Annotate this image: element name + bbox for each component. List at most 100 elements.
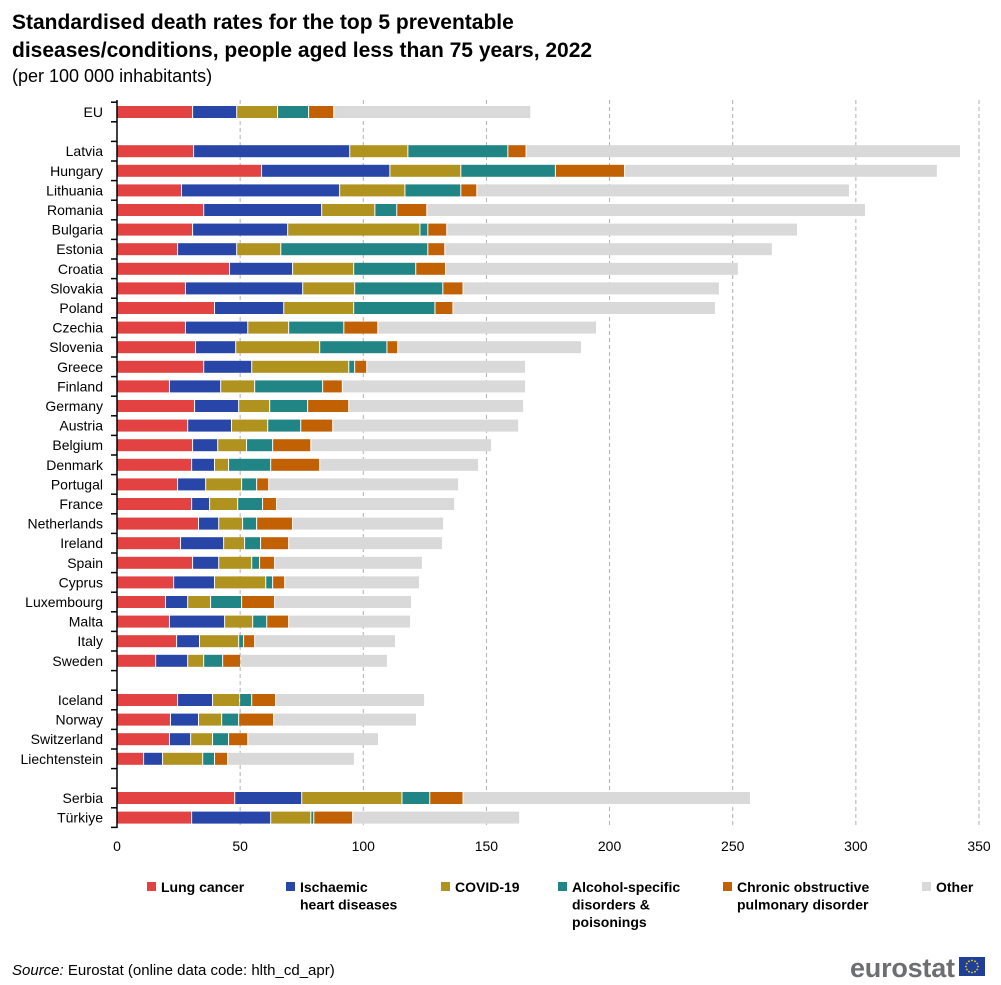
- bar-segment: [270, 400, 308, 412]
- bar-segment: [229, 458, 271, 471]
- category-label: Malta: [69, 614, 103, 630]
- bar-segment: [340, 184, 405, 197]
- bar-segment: [203, 752, 215, 765]
- category-label: Portugal: [51, 476, 103, 492]
- bar-segment: [342, 380, 526, 393]
- bar-segment: [309, 106, 334, 118]
- bar-segment: [281, 243, 428, 256]
- bar-segment: [237, 243, 281, 256]
- x-tick-label: 250: [721, 838, 745, 854]
- category-label: Hungary: [50, 163, 103, 179]
- bar-segment: [349, 400, 524, 412]
- bar-segment: [378, 321, 597, 334]
- bar-segment: [117, 282, 185, 295]
- bar-segment: [177, 635, 199, 648]
- category-label: EU: [84, 104, 103, 120]
- bar-segment: [117, 439, 193, 452]
- bar-segment: [210, 498, 238, 510]
- bar-segment: [117, 517, 199, 530]
- bar-segment: [322, 204, 375, 216]
- bar-segment: [199, 517, 219, 530]
- category-label: Bulgaria: [52, 222, 104, 238]
- chart-title-line2: diseases/conditions, people aged less th…: [12, 39, 592, 62]
- bar-segment: [156, 654, 188, 667]
- bar-segment: [463, 792, 750, 804]
- bar-segment: [308, 400, 349, 412]
- bar-segment: [185, 282, 303, 295]
- category-label: Netherlands: [28, 516, 104, 532]
- x-tick-label: 0: [113, 838, 121, 854]
- category-label: Switzerland: [31, 731, 103, 747]
- bar-segment: [188, 654, 204, 667]
- bar-segment: [215, 302, 284, 314]
- bar-segment: [320, 458, 479, 471]
- bar-segment: [289, 537, 443, 550]
- bar-segment: [293, 262, 354, 275]
- category-label: Greece: [57, 359, 103, 375]
- bar-segment: [204, 654, 223, 667]
- bar-segment: [269, 478, 459, 491]
- bar-segment: [219, 556, 252, 569]
- category-label: Italy: [77, 633, 103, 649]
- bar-segment: [117, 302, 215, 314]
- bar-segment: [117, 615, 169, 628]
- legend-swatch: [286, 882, 295, 891]
- category-label: Ireland: [60, 535, 103, 551]
- category-label: Lithuania: [46, 182, 103, 198]
- bar-segment: [117, 713, 170, 726]
- bar-segment: [252, 556, 260, 569]
- bar-segment: [416, 262, 446, 275]
- bar-segment: [266, 576, 273, 589]
- bar-segment: [334, 106, 531, 118]
- axes: 0 50 100 150 200 250 300 350 EU Latvia Hungary Lith…: [20, 100, 991, 854]
- bar-segment: [255, 380, 323, 393]
- category-label: Slovenia: [49, 339, 103, 355]
- bar-segment: [353, 811, 520, 824]
- bar-segment: [221, 380, 255, 393]
- legend-swatch: [558, 882, 567, 891]
- bar-segment: [199, 713, 222, 726]
- bar-segment: [508, 145, 526, 158]
- bar-segment: [199, 635, 239, 648]
- category-label: Latvia: [66, 143, 104, 159]
- x-tick-label: 100: [352, 838, 376, 854]
- bar-segment: [255, 635, 396, 648]
- bar-segment: [211, 596, 242, 608]
- category-label: Norway: [56, 712, 103, 728]
- bar-segment: [193, 106, 237, 118]
- bar-segment: [271, 811, 311, 824]
- bar-segment: [242, 478, 257, 491]
- bar-segment: [117, 537, 181, 550]
- bar-segment: [247, 439, 273, 452]
- category-label: Sweden: [52, 653, 103, 669]
- bar-segment: [271, 458, 320, 471]
- legend-swatch: [723, 882, 732, 891]
- bar-segment: [117, 596, 166, 608]
- bar-segment: [526, 145, 961, 158]
- category-label: Austria: [59, 418, 103, 434]
- bar-segment: [260, 556, 275, 569]
- bar-segment: [191, 733, 213, 746]
- bar-segment: [192, 811, 271, 824]
- category-label: Serbia: [63, 790, 104, 806]
- bar-segment: [232, 419, 268, 432]
- star: [968, 960, 970, 963]
- bar-segment: [453, 302, 715, 314]
- bar-segment: [443, 282, 463, 295]
- legend-label: Chronic obstructive pulmonary disorder: [737, 879, 869, 913]
- bar-segment: [117, 262, 230, 275]
- bar-segment: [253, 615, 267, 628]
- bar-segment: [275, 596, 412, 608]
- legend-label: Lung cancer: [161, 879, 245, 895]
- bar-segment: [170, 713, 199, 726]
- bar-segment: [223, 654, 241, 667]
- bar-segment: [117, 106, 193, 118]
- bar-segment: [219, 517, 243, 530]
- bar-segment: [222, 713, 239, 726]
- bar-segment: [302, 792, 402, 804]
- bar-segment: [163, 752, 203, 765]
- bar-segment: [354, 262, 416, 275]
- bar-segment: [196, 341, 236, 354]
- bar-segment: [261, 537, 289, 550]
- bar-segment: [344, 321, 378, 334]
